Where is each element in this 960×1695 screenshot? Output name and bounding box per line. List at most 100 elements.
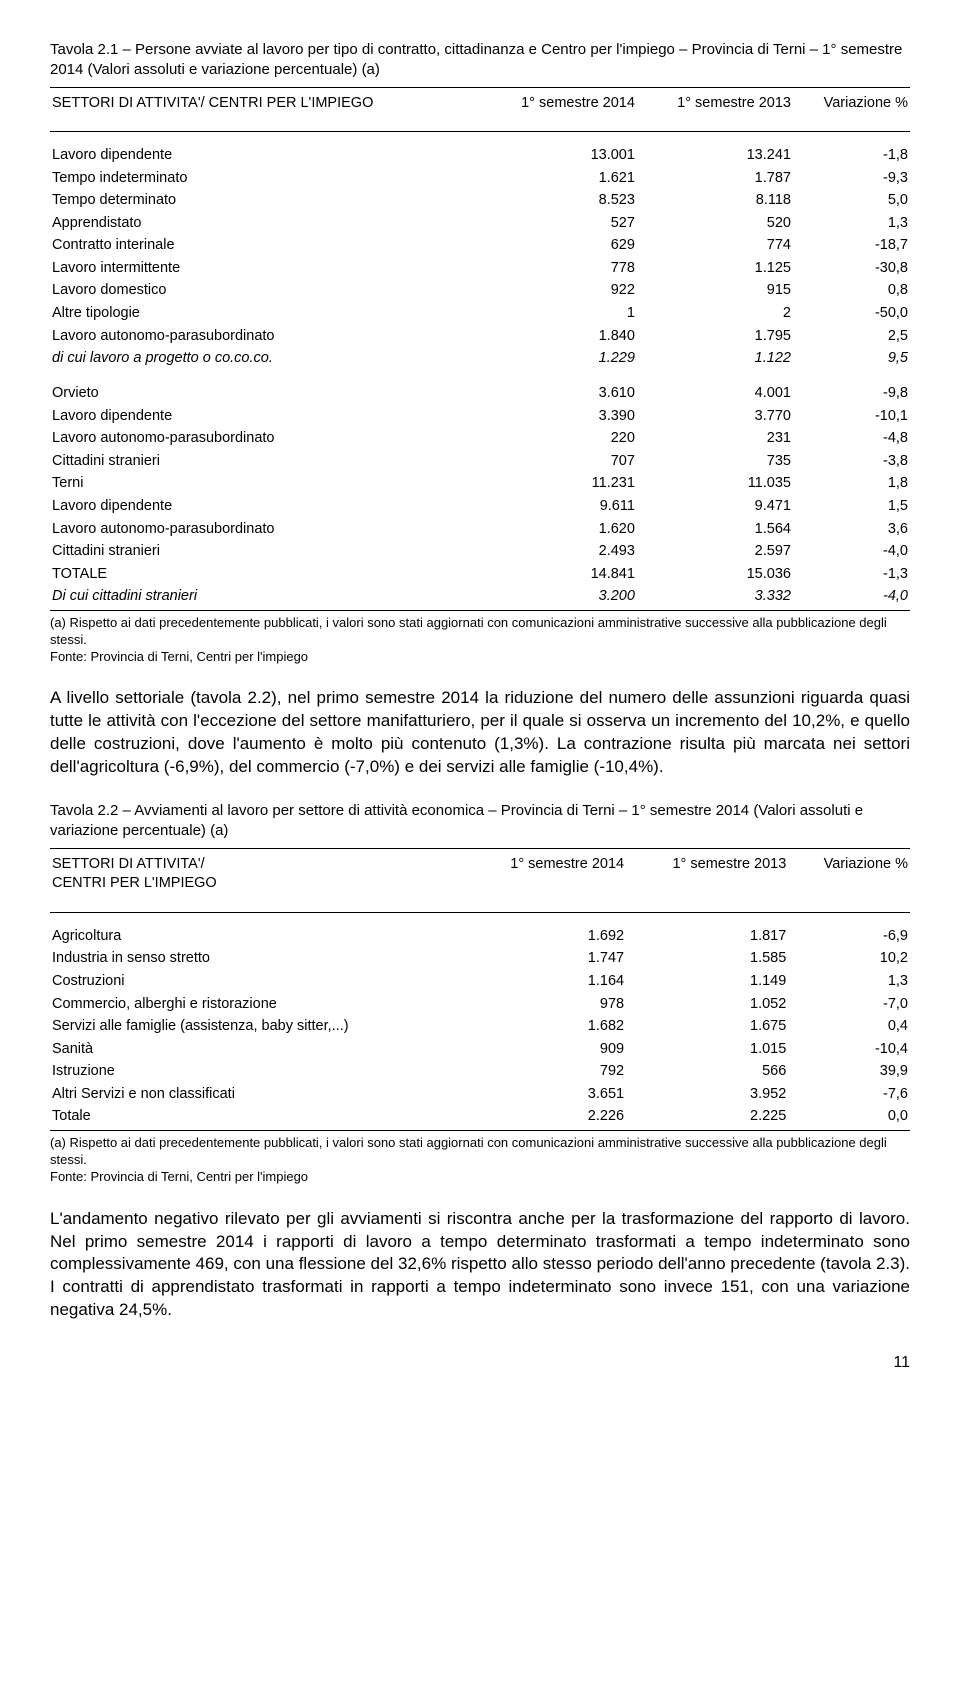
row-value-2014: 1.229: [481, 348, 637, 371]
table-row: Lavoro intermittente7781.125-30,8: [50, 257, 910, 280]
row-value-2014: 527: [481, 212, 637, 235]
row-value-2014: 1.620: [481, 518, 637, 541]
row-value-2014: 1.692: [464, 912, 626, 948]
table2-col-var: Variazione %: [788, 848, 910, 912]
row-value-2014: 2.493: [481, 541, 637, 564]
table-row: Cittadini stranieri707735-3,8: [50, 450, 910, 473]
row-label: Cittadini stranieri: [50, 541, 481, 564]
row-value-2013: 3.770: [637, 405, 793, 428]
table-row: di cui lavoro a progetto o co.co.co.1.22…: [50, 348, 910, 371]
row-value-2014: 14.841: [481, 563, 637, 586]
table-row: Sanità9091.015-10,4: [50, 1038, 910, 1061]
row-label: Terni: [50, 473, 481, 496]
footnote-a-1: (a) Rispetto ai dati precedentemente pub…: [50, 615, 910, 649]
row-value-2013: 1.149: [626, 970, 788, 993]
row-label: Costruzioni: [50, 970, 464, 993]
table-row: Contratto interinale629774-18,7: [50, 235, 910, 258]
table-row: Totale2.2262.2250,0: [50, 1106, 910, 1131]
row-label: Commercio, alberghi e ristorazione: [50, 993, 464, 1016]
row-variation: -9,8: [793, 370, 910, 405]
row-label: Servizi alle famiglie (assistenza, baby …: [50, 1016, 464, 1039]
row-variation: -6,9: [788, 912, 910, 948]
row-label: Sanità: [50, 1038, 464, 1061]
row-variation: 0,0: [788, 1106, 910, 1131]
paragraph-2: L'andamento negativo rilevato per gli av…: [50, 1208, 910, 1323]
row-variation: 2,5: [793, 325, 910, 348]
row-value-2014: 1.840: [481, 325, 637, 348]
table-row: Apprendistato5275201,3: [50, 212, 910, 235]
row-variation: -18,7: [793, 235, 910, 258]
row-label: TOTALE: [50, 563, 481, 586]
row-label: Lavoro dipendente: [50, 405, 481, 428]
row-value-2013: 8.118: [637, 190, 793, 213]
table-row: Lavoro dipendente9.6119.4711,5: [50, 496, 910, 519]
row-variation: -10,4: [788, 1038, 910, 1061]
table2-col-2014: 1° semestre 2014: [464, 848, 626, 912]
row-label: Orvieto: [50, 370, 481, 405]
table-row: Industria in senso stretto1.7471.58510,2: [50, 948, 910, 971]
row-value-2013: 1.675: [626, 1016, 788, 1039]
table-row: Agricoltura1.6921.817-6,9: [50, 912, 910, 948]
row-value-2013: 520: [637, 212, 793, 235]
row-label: Altri Servizi e non classificati: [50, 1083, 464, 1106]
row-value-2013: 1.125: [637, 257, 793, 280]
row-label: Cittadini stranieri: [50, 450, 481, 473]
page-number: 11: [50, 1352, 910, 1374]
row-value-2014: 3.200: [481, 586, 637, 611]
row-label: Lavoro dipendente: [50, 496, 481, 519]
row-value-2013: 13.241: [637, 132, 793, 168]
table-row: Orvieto3.6104.001-9,8: [50, 370, 910, 405]
row-value-2013: 566: [626, 1061, 788, 1084]
row-value-2014: 778: [481, 257, 637, 280]
row-value-2014: 909: [464, 1038, 626, 1061]
table-row: Tempo determinato8.5238.1185,0: [50, 190, 910, 213]
footnote-source-1: Fonte: Provincia di Terni, Centri per l'…: [50, 649, 910, 666]
row-value-2014: 629: [481, 235, 637, 258]
row-label: Tempo determinato: [50, 190, 481, 213]
paragraph-1: A livello settoriale (tavola 2.2), nel p…: [50, 687, 910, 779]
row-variation: 3,6: [793, 518, 910, 541]
row-label: Tempo indeterminato: [50, 167, 481, 190]
table1-col-2014: 1° semestre 2014: [481, 87, 637, 132]
row-value-2013: 9.471: [637, 496, 793, 519]
row-label: di cui lavoro a progetto o co.co.co.: [50, 348, 481, 371]
table2-col-header: SETTORI DI ATTIVITA'/ CENTRI PER L'IMPIE…: [50, 848, 464, 912]
table-row: Terni11.23111.0351,8: [50, 473, 910, 496]
table-row: Cittadini stranieri2.4932.597-4,0: [50, 541, 910, 564]
row-variation: 0,4: [788, 1016, 910, 1039]
row-label: Lavoro dipendente: [50, 132, 481, 168]
table-row: Lavoro dipendente3.3903.770-10,1: [50, 405, 910, 428]
row-variation: -1,3: [793, 563, 910, 586]
row-value-2014: 9.611: [481, 496, 637, 519]
row-value-2014: 1.747: [464, 948, 626, 971]
table-row: Lavoro dipendente13.00113.241-1,8: [50, 132, 910, 168]
table2: SETTORI DI ATTIVITA'/ CENTRI PER L'IMPIE…: [50, 848, 910, 1131]
table1-col-var: Variazione %: [793, 87, 910, 132]
row-value-2013: 1.564: [637, 518, 793, 541]
row-value-2014: 13.001: [481, 132, 637, 168]
row-value-2013: 3.952: [626, 1083, 788, 1106]
row-variation: 1,8: [793, 473, 910, 496]
table-row: Costruzioni1.1641.1491,3: [50, 970, 910, 993]
table1-caption: Tavola 2.1 – Persone avviate al lavoro p…: [50, 40, 910, 81]
row-label: Lavoro autonomo-parasubordinato: [50, 518, 481, 541]
row-label: Contratto interinale: [50, 235, 481, 258]
row-label: Lavoro autonomo-parasubordinato: [50, 428, 481, 451]
row-variation: -4,0: [793, 541, 910, 564]
row-value-2013: 1.787: [637, 167, 793, 190]
row-variation: 1,3: [788, 970, 910, 993]
row-value-2013: 915: [637, 280, 793, 303]
footnote-a-2: (a) Rispetto ai dati precedentemente pub…: [50, 1135, 910, 1169]
row-label: Agricoltura: [50, 912, 464, 948]
row-value-2013: 2.225: [626, 1106, 788, 1131]
row-value-2013: 1.052: [626, 993, 788, 1016]
row-variation: -3,8: [793, 450, 910, 473]
table-row: Lavoro autonomo-parasubordinato1.8401.79…: [50, 325, 910, 348]
row-value-2013: 4.001: [637, 370, 793, 405]
row-label: Industria in senso stretto: [50, 948, 464, 971]
row-value-2014: 3.610: [481, 370, 637, 405]
row-value-2014: 922: [481, 280, 637, 303]
row-variation: 1,3: [793, 212, 910, 235]
table-row: TOTALE14.84115.036-1,3: [50, 563, 910, 586]
row-variation: 1,5: [793, 496, 910, 519]
